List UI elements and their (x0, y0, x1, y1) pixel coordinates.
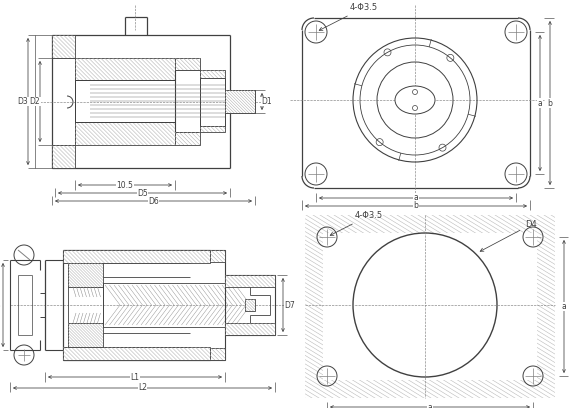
Polygon shape (175, 58, 200, 70)
Polygon shape (305, 215, 555, 398)
Text: L2: L2 (138, 384, 147, 392)
Text: D4: D4 (480, 220, 537, 251)
Polygon shape (68, 323, 103, 347)
Polygon shape (245, 299, 255, 311)
Text: D6: D6 (148, 197, 159, 206)
Text: a: a (538, 98, 543, 107)
Polygon shape (175, 132, 200, 145)
Polygon shape (323, 233, 537, 380)
Polygon shape (225, 275, 275, 287)
Polygon shape (210, 250, 225, 262)
Text: D3: D3 (18, 97, 28, 106)
Polygon shape (68, 263, 103, 287)
Text: D8: D8 (0, 301, 1, 310)
Polygon shape (225, 323, 275, 335)
Text: D2: D2 (30, 97, 40, 106)
Polygon shape (52, 35, 75, 58)
Polygon shape (200, 126, 225, 132)
Polygon shape (52, 145, 75, 168)
Text: D1: D1 (262, 97, 272, 106)
Polygon shape (63, 250, 210, 263)
Text: a: a (561, 302, 567, 311)
Polygon shape (200, 70, 225, 78)
Text: b: b (414, 202, 418, 211)
Text: 4-Φ3.5: 4-Φ3.5 (330, 211, 383, 235)
Polygon shape (210, 348, 225, 360)
Text: b: b (548, 98, 552, 107)
Text: 4-Φ3.5: 4-Φ3.5 (319, 3, 378, 30)
Text: D5: D5 (137, 188, 148, 197)
Text: D7: D7 (284, 301, 295, 310)
Text: 10.5: 10.5 (116, 180, 133, 189)
Polygon shape (75, 58, 175, 80)
Polygon shape (63, 347, 210, 360)
Circle shape (353, 233, 497, 377)
Polygon shape (75, 122, 175, 145)
Text: L1: L1 (131, 373, 140, 381)
Polygon shape (225, 90, 255, 113)
Ellipse shape (395, 86, 435, 114)
Text: a: a (414, 193, 418, 202)
Text: a: a (428, 403, 433, 408)
